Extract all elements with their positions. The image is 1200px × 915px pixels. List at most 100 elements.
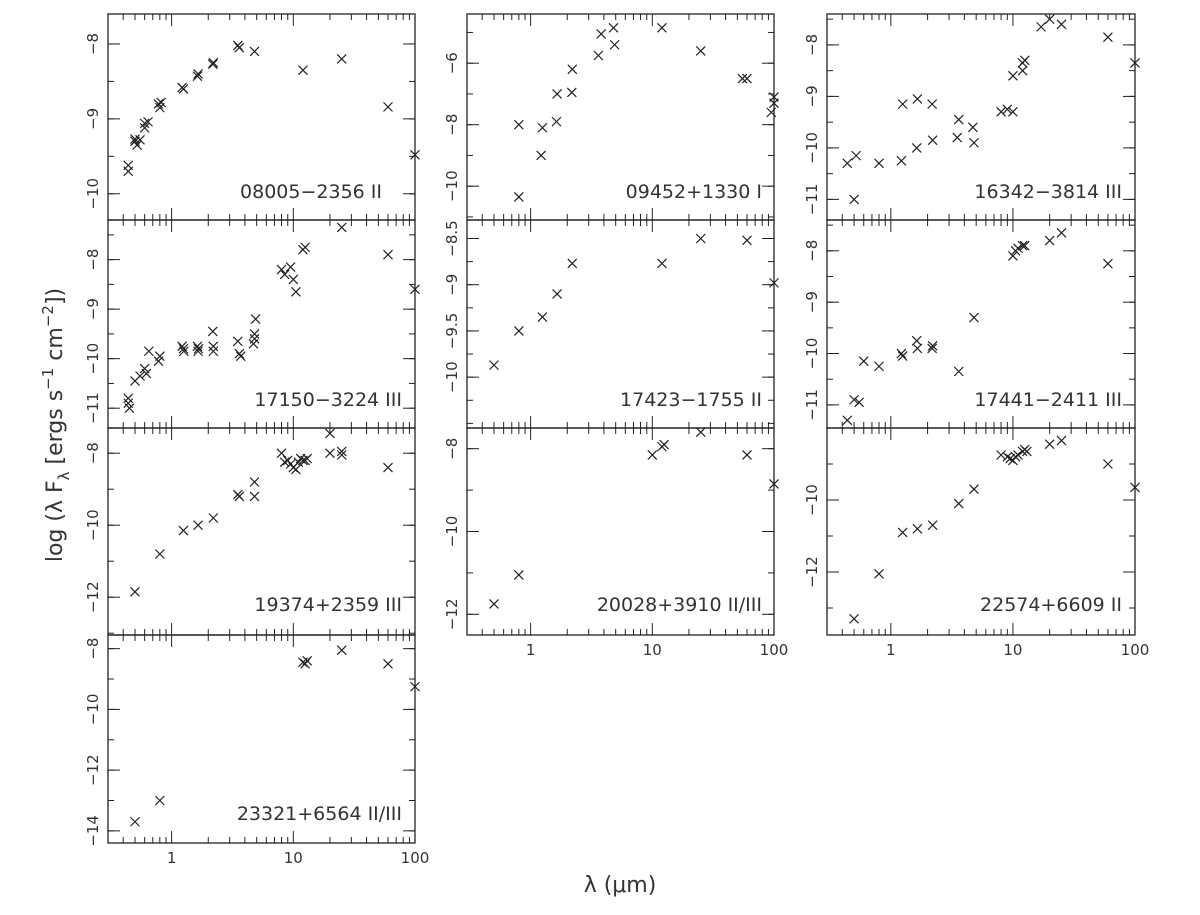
data-point [953,114,964,125]
data-point [410,681,420,692]
data-point [208,57,219,68]
data-point [235,351,246,362]
y-ticks: −10 −12 [803,427,1135,609]
data-point [1130,58,1140,68]
panel-label: 23321+6564 II/III [237,803,402,825]
data-point [302,453,313,464]
panel-frame [826,427,1136,636]
data-point [276,264,287,275]
y-tick-label: −10 [84,343,102,375]
data-point [193,520,204,531]
x-tick-labels: 1 10 100 [526,641,788,659]
data-point [249,328,260,339]
data-point [300,658,311,669]
x-tick-label: 100 [760,641,789,659]
data-point [154,549,165,559]
y-tick-label: −11 [803,389,821,421]
data-point [657,22,667,33]
data-point [383,658,393,669]
y-ticks: −8 −10 −12 [443,438,774,630]
y-ticks: −8 −9 −10 [84,33,415,210]
x-tick-label: 10 [284,849,303,867]
data-point [769,478,779,489]
data-point [874,158,884,169]
data-point [383,462,393,473]
y-tick-label: −8.5 [443,220,461,256]
panel-16342-3814: −8 −9 −10 −11 16342−3814 III [803,13,1140,221]
data-point [608,22,619,33]
y-ticks: −8 −9 −10 −11 [84,234,415,424]
y-ticks: −8 −10 −12 −14 [84,638,415,847]
panel-label: 20028+3910 II/III [597,594,762,616]
y-axis-title-sup-2: −2 [39,305,57,327]
y-ticks: −8.5 −9 −9.5 −10 [443,220,774,424]
y-tick-label: −10 [443,170,461,202]
data-point [290,286,301,297]
data-point [537,312,548,322]
data-point [927,99,938,110]
data-markers [849,435,1140,624]
data-point [1013,450,1023,460]
data-point [927,135,938,146]
y-tick-label: −10 [803,484,821,516]
x-ticks [107,428,416,635]
data-markers [489,427,779,609]
y-ticks: −6 −8 −10 [443,31,774,218]
x-tick-labels: 1 10 100 [167,849,429,867]
data-point [593,50,604,61]
panel-08005-2356: −8 −9 −10 08005−2356 II [84,13,420,221]
data-point [336,222,347,233]
data-markers [130,428,393,597]
x-axis-title: λ (μm) [584,873,657,898]
data-point [156,97,167,108]
data-point [325,428,335,439]
data-point [513,192,524,202]
data-point [552,89,563,99]
data-point [123,166,134,177]
data-point [1017,240,1028,251]
data-point [897,351,908,362]
panels-layer: −8−9−10 08005−2356 II−6−8−10 09452+1330 I−… [84,13,1149,867]
data-point [567,258,578,269]
y-tick-label: −10 [443,516,461,548]
data-point [695,427,706,438]
data-point [208,513,219,523]
data-point [489,599,499,609]
panel-label: 19374+2359 III [254,594,402,616]
data-point [207,326,218,337]
data-point [858,356,869,367]
y-tick-label: −8 [443,438,461,460]
data-point [1002,104,1013,115]
data-point [659,439,670,450]
y-tick-label: −12 [803,556,821,588]
data-point [249,333,260,344]
data-point [927,520,938,531]
data-markers [123,222,420,414]
data-point [193,346,204,357]
data-point [193,69,204,79]
x-ticks [826,428,1136,635]
data-point [143,116,153,127]
data-markers [489,233,779,371]
data-point [912,523,923,534]
data-point [1007,70,1018,81]
data-point [854,397,865,408]
data-point [896,348,907,359]
panel-label: 16342−3814 III [974,181,1122,203]
y-tick-label: −9 [84,298,102,320]
y-tick-label: −8 [84,33,102,55]
y-tick-label: −8 [803,34,821,56]
panel-09452+1330: −6 −8 −10 09452+1330 I [443,13,779,221]
data-point [849,194,860,205]
y-tick-label: −10 [84,509,102,541]
data-point [952,132,963,143]
panel-23321+6564: −8 −10 −12 −14 23321+6564 II/III 1 10 100 [84,634,429,867]
data-point [154,795,165,806]
x-ticks [826,220,1136,428]
data-markers [513,22,779,202]
data-point [130,586,140,597]
panel-17423-1755: −8.5 −9 −9.5 −10 17423−1755 II [443,219,779,429]
data-point [566,87,577,98]
data-point [737,73,748,84]
data-point [1007,106,1018,117]
